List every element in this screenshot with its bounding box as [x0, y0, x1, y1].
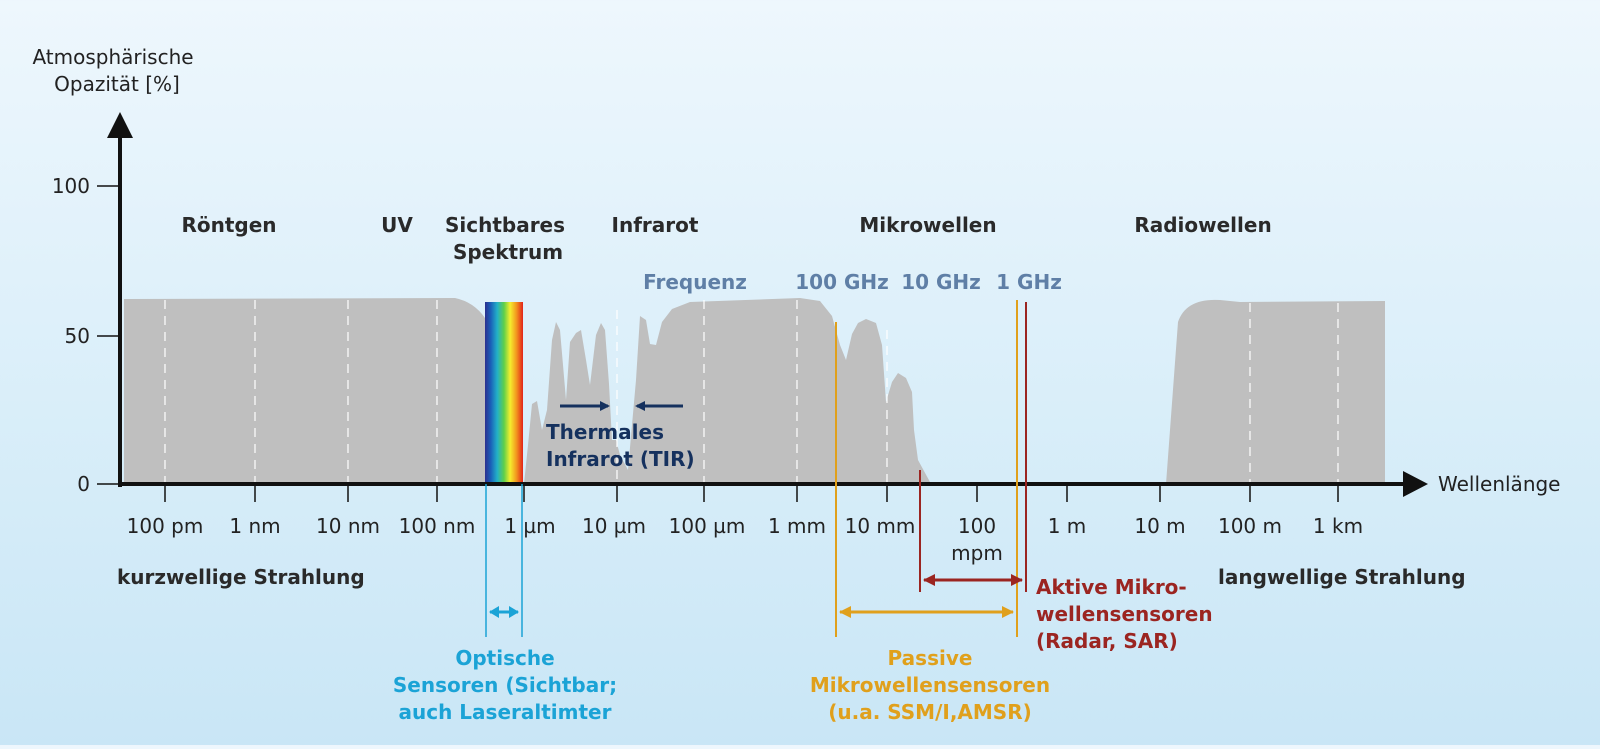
frequency-1ghz: 1 GHz — [996, 270, 1062, 294]
tir-label-line1: Thermales — [546, 420, 664, 444]
region-radio: Radiowellen — [1134, 213, 1271, 237]
x-tick-label-10um: 10 µm — [582, 514, 646, 538]
y-tick-100-label: 100 — [52, 174, 90, 198]
passive-label-line1: Passive — [888, 646, 973, 670]
x-tick-label-1nm: 1 nm — [229, 514, 280, 538]
region-visible-line2: Spektrum — [453, 240, 563, 264]
region-xray: Röntgen — [181, 213, 276, 237]
region-infrared: Infrarot — [612, 213, 699, 237]
frequency-10ghz: 10 GHz — [901, 270, 981, 294]
tir-label-line2: Infrarot (TIR) — [546, 447, 695, 471]
active-label-line2: wellensensoren — [1036, 602, 1213, 626]
y-axis-label-line2: Opazität [%] — [54, 72, 180, 96]
y-tick-0-label: 0 — [77, 472, 90, 496]
x-axis-arrowhead — [1403, 471, 1428, 497]
shortwave-label: kurzwellige Strahlung — [117, 565, 365, 589]
passive-label-line2: Mikrowellensensoren — [810, 673, 1050, 697]
x-tick-label-100m: 100 m — [1218, 514, 1282, 538]
optical-label-line2: Sensoren (Sichtbar; — [393, 673, 617, 697]
x-tick-label-100nm: 100 nm — [399, 514, 476, 538]
optical-label-line3: auch Laseraltimter — [399, 700, 612, 724]
x-tick-label-10mm: 10 mm — [845, 514, 916, 538]
frequency-label: Frequenz — [643, 270, 747, 294]
x-tick-label-10nm: 10 nm — [316, 514, 380, 538]
y-tick-50-label: 50 — [65, 324, 90, 348]
x-tick-label-1mm: 1 mm — [768, 514, 826, 538]
visible-spectrum-band — [485, 302, 523, 484]
x-tick-label-1m: 1 m — [1048, 514, 1087, 538]
y-axis-arrowhead — [107, 112, 133, 138]
opacity-profile-xray-uv — [124, 298, 485, 484]
x-tick-label-100: 100 — [958, 514, 996, 538]
region-uv: UV — [381, 213, 413, 237]
x-tick-label-1um: 1 µm — [504, 514, 555, 538]
region-visible-line1: Sichtbares — [445, 213, 565, 237]
x-tick-label-1km: 1 km — [1313, 514, 1363, 538]
x-tick-marks — [164, 486, 1339, 502]
active-label-line1: Aktive Mikro- — [1036, 575, 1187, 599]
x-tick-label-10m: 10 m — [1134, 514, 1185, 538]
longwave-label: langwellige Strahlung — [1218, 565, 1466, 589]
gridlines — [164, 300, 1339, 484]
opacity-profile-radio — [1166, 299, 1385, 484]
region-microwave: Mikrowellen — [859, 213, 996, 237]
x-tick-label-100pm: 100 pm — [127, 514, 204, 538]
frequency-100ghz: 100 GHz — [795, 270, 889, 294]
active-label-line3: (Radar, SAR) — [1036, 629, 1178, 653]
x-axis-label: Wellenlänge — [1438, 472, 1561, 496]
passive-label-line3: (u.a. SSM/I,AMSR) — [828, 700, 1032, 724]
x-tick-label-mpm: mpm — [951, 541, 1003, 565]
x-tick-label-100um: 100 µm — [669, 514, 746, 538]
y-axis-label-line1: Atmosphärische — [32, 45, 193, 69]
optical-label-line1: Optische — [455, 646, 554, 670]
